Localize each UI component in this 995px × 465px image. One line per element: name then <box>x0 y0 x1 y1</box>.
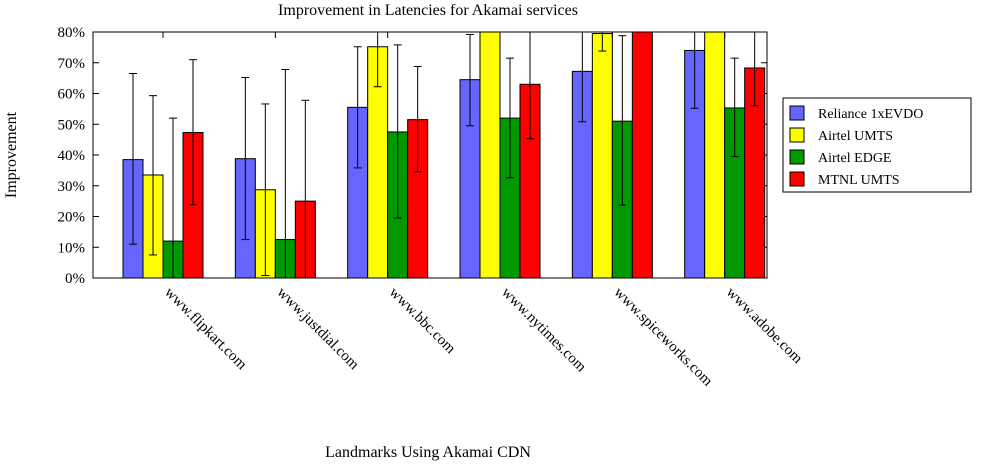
x-tick-label: www.bbc.com <box>386 285 459 358</box>
error-bars <box>129 32 759 278</box>
x-tick-label: www.adobe.com <box>723 285 806 368</box>
legend: Reliance 1xEVDO Airtel UMTS Airtel EDGE MTN… <box>782 97 972 193</box>
bar <box>479 31 501 279</box>
x-tick-label: www.flipkart.com <box>161 285 250 374</box>
y-tick-label: 40% <box>58 148 86 164</box>
y-tick-label: 30% <box>58 179 86 195</box>
legend-swatch <box>789 127 805 143</box>
y-tick-label: 20% <box>58 210 86 226</box>
legend-swatch <box>789 105 805 121</box>
y-tick-label: 60% <box>58 87 86 103</box>
legend-label: Airtel UMTS <box>818 129 893 144</box>
y-tick-label: 10% <box>58 240 86 256</box>
x-axis-label: Landmarks Using Akamai CDN <box>325 444 531 461</box>
legend-box <box>782 97 972 193</box>
y-axis-label: Improvement <box>3 111 20 198</box>
x-tick-label: www.nytimes.com <box>498 285 589 376</box>
bar <box>704 31 726 279</box>
bar <box>631 31 653 279</box>
x-tick-label: www.spiceworks.com <box>611 285 716 390</box>
legend-swatch <box>789 149 805 165</box>
chart-title: Improvement in Latencies for Akamai serv… <box>278 2 578 19</box>
plot-bars <box>122 31 766 279</box>
y-tick-label: 50% <box>58 117 86 133</box>
y-tick-label: 80% <box>58 25 86 41</box>
legend-label: MTNL UMTS <box>818 173 900 188</box>
bar <box>591 33 613 279</box>
y-axis-ticks: 0% 10% 20% 30% 40% 50% 60% 70% 80% <box>58 25 767 287</box>
legend-label: Airtel EDGE <box>818 151 891 166</box>
x-tick-label: www.justdial.com <box>274 285 363 374</box>
y-tick-label: 0% <box>65 271 85 287</box>
y-tick-label: 70% <box>58 56 86 72</box>
plot-frame <box>92 31 768 279</box>
legend-label: Reliance 1xEVDO <box>818 107 923 122</box>
legend-swatch <box>789 171 805 187</box>
